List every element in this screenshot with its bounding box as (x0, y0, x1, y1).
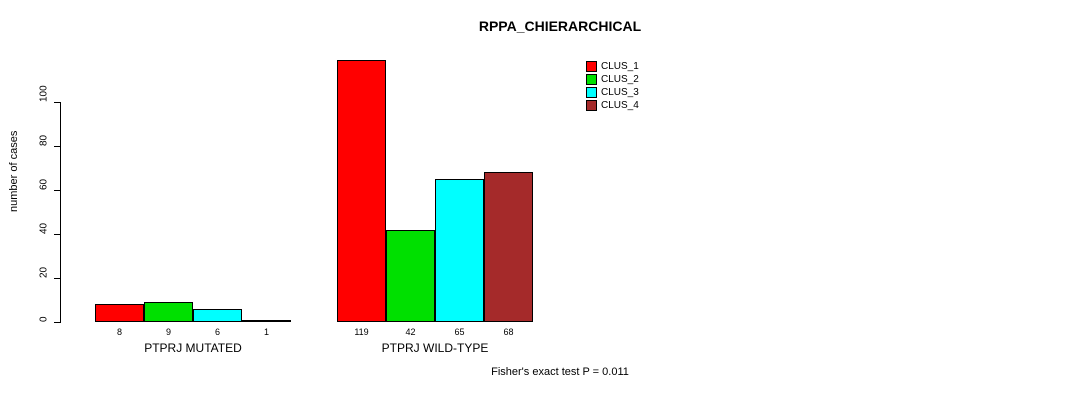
bar-clus_1-2 (337, 60, 386, 322)
legend-item: CLUS_2 (586, 73, 639, 86)
legend-label: CLUS_3 (601, 87, 639, 98)
bar-clus_3-2 (435, 179, 484, 322)
legend-swatch (586, 61, 597, 72)
bar-value-label: 119 (354, 327, 369, 337)
legend-item: CLUS_4 (586, 99, 639, 112)
legend-swatch (586, 74, 597, 85)
y-tick-mark (54, 190, 60, 191)
bar-clus_4-2 (484, 172, 533, 322)
bar-clus_1-1 (95, 304, 144, 322)
legend: CLUS_1 CLUS_2 CLUS_3 CLUS_4 (586, 60, 639, 112)
bar-clus_3-1 (193, 309, 242, 322)
y-tick-mark (54, 322, 60, 323)
bar-value-label: 1 (263, 327, 269, 337)
bar-value-label: 68 (503, 327, 514, 337)
y-tick-mark (54, 102, 60, 103)
chart-title: RPPA_CHIERARCHICAL (478, 18, 642, 34)
legend-label: CLUS_1 (601, 61, 639, 72)
group-label: PTPRJ MUTATED (144, 341, 242, 355)
legend-swatch (586, 87, 597, 98)
legend-item: CLUS_1 (586, 60, 639, 73)
bar-value-label: 8 (116, 327, 122, 337)
bar-clus_2-2 (386, 230, 435, 322)
y-tick-mark (54, 278, 60, 279)
y-axis (60, 102, 61, 323)
y-tick-mark (54, 234, 60, 235)
bar-clus_2-1 (144, 302, 193, 322)
legend-label: CLUS_2 (601, 74, 639, 85)
annotation-text: Fisher's exact test P = 0.011 (491, 366, 629, 378)
legend-swatch (586, 100, 597, 111)
bar-value-label: 9 (165, 327, 171, 337)
legend-label: CLUS_4 (601, 100, 639, 111)
legend-item: CLUS_3 (586, 86, 639, 99)
y-tick-mark (54, 146, 60, 147)
group-label: PTPRJ WILD-TYPE (381, 341, 489, 355)
bar-clus_4-1 (242, 320, 291, 322)
bar-value-label: 6 (214, 327, 220, 337)
bar-value-label: 42 (405, 327, 416, 337)
bar-value-label: 65 (454, 327, 465, 337)
